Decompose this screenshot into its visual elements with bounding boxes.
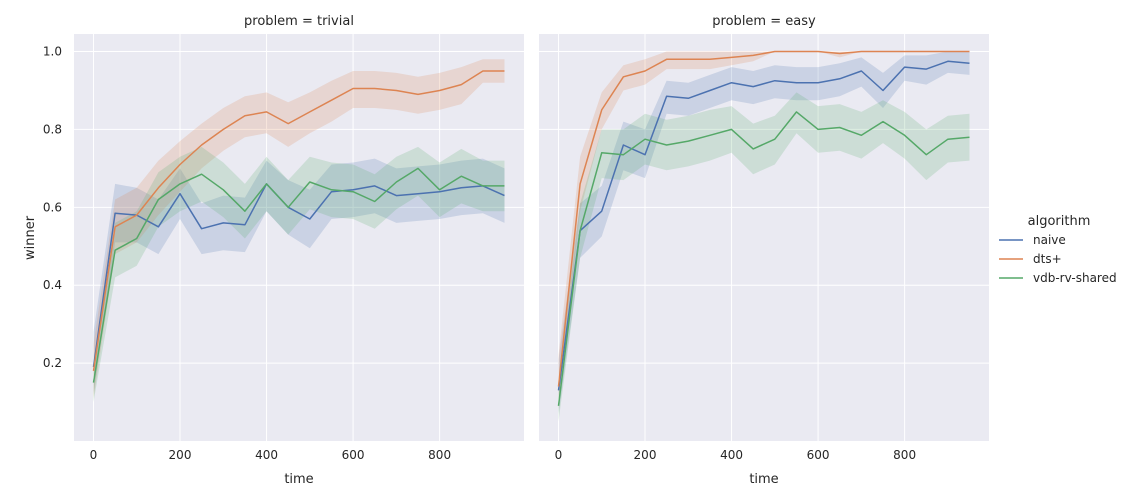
y-axis-label: winner bbox=[23, 215, 38, 260]
x-tick-label: 0 bbox=[90, 448, 98, 462]
legend-entry-dts+: dts+ bbox=[999, 252, 1062, 266]
band-naive bbox=[93, 158, 505, 395]
band-vdb-rv-shared bbox=[558, 92, 970, 422]
legend-entry-naive: naive bbox=[999, 233, 1066, 247]
y-tick-label: 0.2 bbox=[43, 356, 62, 370]
x-tick-label: 800 bbox=[428, 448, 451, 462]
legend-label: dts+ bbox=[1033, 252, 1062, 266]
x-tick-label: 0 bbox=[555, 448, 563, 462]
x-tick-label: 200 bbox=[169, 448, 192, 462]
legend-label: vdb-rv-shared bbox=[1033, 271, 1117, 285]
panel-background bbox=[74, 34, 524, 441]
x-axis-label: time bbox=[749, 472, 778, 487]
x-tick-label: 600 bbox=[342, 448, 365, 462]
legend-entry-vdb-rv-shared: vdb-rv-shared bbox=[999, 271, 1117, 285]
panel-title: problem = trivial bbox=[244, 14, 354, 29]
line-naive bbox=[557, 60, 970, 391]
x-tick-label: 800 bbox=[893, 448, 916, 462]
panel-title: problem = easy bbox=[712, 14, 816, 29]
y-tick-label: 0.8 bbox=[43, 122, 62, 136]
panel-1: 0 200 400 600 800 time problem = easy bbox=[539, 14, 989, 487]
y-tick-label: 0.6 bbox=[43, 200, 62, 214]
line-naive bbox=[92, 183, 505, 368]
panel-0: 0 200 400 600 800 0.2 0.4 0.6 0.8 1.0 time problem … bbox=[43, 14, 524, 487]
x-tick-label: 200 bbox=[634, 448, 657, 462]
line-dts+ bbox=[557, 50, 970, 387]
panel-background bbox=[539, 34, 989, 441]
band-vdb-rv-shared bbox=[93, 146, 505, 403]
y-tick-label: 1.0 bbox=[43, 45, 62, 59]
line-dts+ bbox=[92, 70, 505, 372]
y-tick-label: 0.4 bbox=[43, 278, 62, 292]
line-vdb-rv-shared bbox=[92, 167, 505, 383]
legend-label: naive bbox=[1033, 233, 1066, 247]
legend-title: algorithm bbox=[1028, 214, 1091, 229]
band-dts+ bbox=[93, 59, 505, 399]
x-axis-label: time bbox=[284, 472, 313, 487]
x-tick-label: 400 bbox=[720, 448, 743, 462]
x-tick-label: 400 bbox=[255, 448, 278, 462]
line-vdb-rv-shared bbox=[557, 111, 970, 406]
legend: algorithm naive dts+ vdb-rv-shared bbox=[999, 214, 1117, 285]
x-tick-label: 600 bbox=[807, 448, 830, 462]
